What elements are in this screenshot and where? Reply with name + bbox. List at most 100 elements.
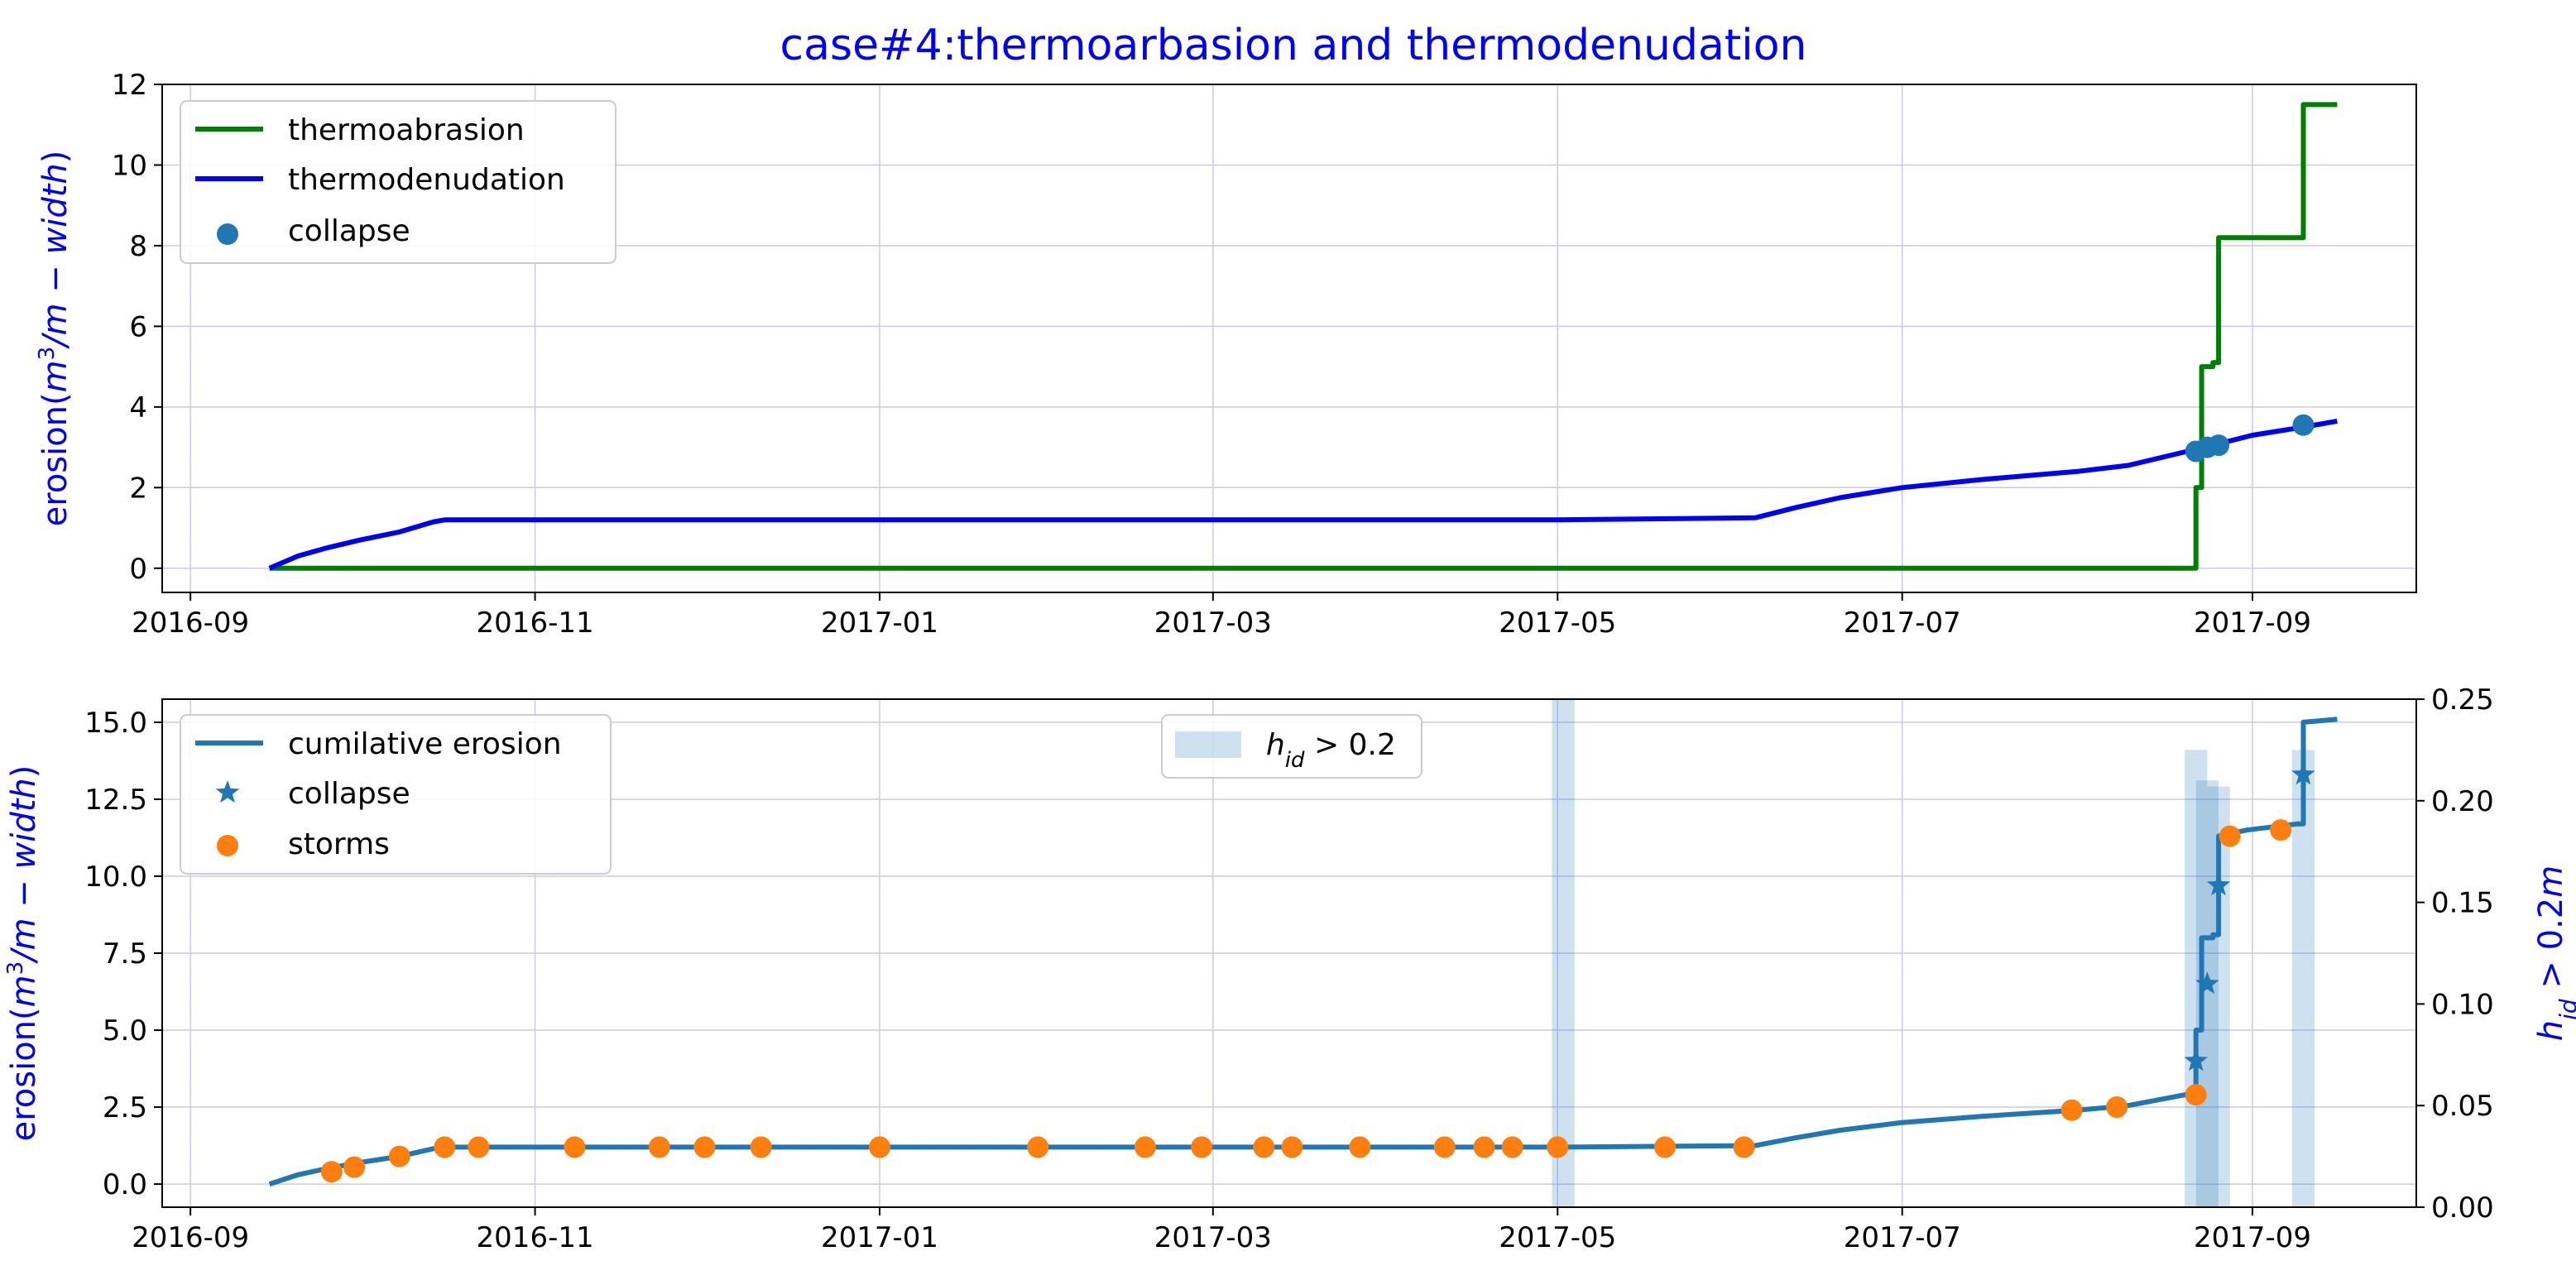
bottom-right-y-axis-label: hid > 0.2m <box>2532 865 2576 1041</box>
bottom-x-tick-label: 2017-01 <box>821 1221 938 1254</box>
top-x-tick-label: 2016-11 <box>477 606 594 640</box>
top-panel: 2016-09 2016-11 2017-01 2017-03 2017-05 2017-… <box>35 69 2417 640</box>
legend-storms-marker <box>217 835 238 856</box>
storm-point <box>2060 1099 2083 1121</box>
storm-point <box>388 1145 410 1167</box>
legend-collapse2-label: collapse <box>288 777 410 811</box>
storm-point <box>2185 1084 2207 1106</box>
storm-point <box>1027 1136 1049 1158</box>
storm-point <box>434 1136 456 1158</box>
bottom-x-tick-label: 2017-05 <box>1499 1221 1616 1254</box>
bottom-right-y-ticks: 0.00 0.05 0.10 0.15 0.20 0.25 <box>2416 683 2494 1225</box>
bottom-legend-box <box>180 714 612 875</box>
collapse-point <box>2292 414 2315 436</box>
storm-point <box>468 1136 490 1158</box>
storm-point <box>869 1136 891 1158</box>
storm-point <box>1654 1136 1676 1158</box>
bottom-plot-area <box>268 699 2338 1207</box>
bottom-x-tick-label: 2017-07 <box>1844 1221 1961 1254</box>
bottom-y-ticks: 0.0 2.5 5.0 7.5 10.0 12.5 15.0 <box>84 707 162 1201</box>
storm-point <box>1733 1136 1755 1158</box>
top-x-tick-label: 2017-01 <box>821 606 938 640</box>
legend-storms-label: storms <box>288 827 390 861</box>
top-x-tick-label: 2017-03 <box>1154 606 1272 640</box>
storm-point <box>1547 1136 1569 1158</box>
top-x-tick-label: 2017-05 <box>1499 606 1616 640</box>
storm-point <box>320 1161 343 1183</box>
top-y-tick-label: 12 <box>112 69 147 102</box>
storm-point <box>1134 1136 1156 1158</box>
right-y-tick-label: 0.05 <box>2431 1090 2494 1123</box>
top-plot-area <box>268 102 2338 571</box>
collapse-star <box>2206 873 2231 896</box>
top-y-axis-label: erosion(m3/m − width) <box>35 151 74 527</box>
hid-bar <box>1552 699 1575 1207</box>
legend-collapse-star <box>215 780 240 803</box>
bottom-x-tick-label: 2017-03 <box>1154 1221 1272 1254</box>
collapse-point <box>2208 434 2230 457</box>
bottom-y-axis-label: erosion(m3/m − width) <box>3 765 43 1142</box>
collapse-star <box>2184 1048 2208 1071</box>
storm-point <box>2270 819 2292 841</box>
right-y-tick-label: 0.10 <box>2431 988 2494 1021</box>
bottom-y-tick-label: 10.0 <box>84 861 147 894</box>
storm-point <box>750 1136 772 1158</box>
bottom-y-tick-label: 0.0 <box>103 1168 147 1201</box>
bottom-legend-bars: hid > 0.2 <box>1161 714 1422 779</box>
storm-point <box>2106 1096 2128 1119</box>
top-legend: thermoabrasion thermodenudation collapse <box>180 100 616 264</box>
top-y-tick-label: 0 <box>129 553 147 586</box>
bottom-x-tick-label: 2016-09 <box>132 1221 249 1254</box>
storm-point <box>693 1136 716 1158</box>
storm-point <box>1281 1136 1303 1158</box>
legend-cumulative-label: cumilative erosion <box>288 727 562 761</box>
right-y-tick-label: 0.15 <box>2431 887 2494 920</box>
storm-point <box>1349 1136 1371 1158</box>
top-legend-box <box>180 100 616 264</box>
storm-point <box>564 1136 586 1158</box>
collapse-star <box>2291 762 2315 785</box>
top-y-ticks: 0 2 4 6 8 10 12 <box>112 69 162 586</box>
bottom-y-tick-label: 12.5 <box>84 784 147 817</box>
bottom-y-tick-label: 15.0 <box>84 707 147 740</box>
legend-collapse-marker <box>217 223 238 245</box>
right-y-tick-label: 0.00 <box>2431 1191 2494 1225</box>
bottom-y-tick-label: 2.5 <box>103 1091 147 1124</box>
bottom-x-tick-label: 2016-11 <box>477 1221 594 1254</box>
bottom-x-tick-label: 2017-09 <box>2194 1221 2311 1254</box>
right-y-tick-label: 0.20 <box>2431 785 2494 818</box>
storm-point <box>648 1136 670 1158</box>
top-y-tick-label: 6 <box>129 310 147 343</box>
top-y-tick-label: 4 <box>129 391 147 424</box>
series-line-thermoabrasion <box>269 102 2338 571</box>
top-x-tick-label: 2017-09 <box>2194 606 2311 640</box>
bottom-y-tick-label: 5.0 <box>103 1014 147 1047</box>
top-y-tick-label: 2 <box>129 472 147 505</box>
legend-bars-swatch <box>1175 731 1241 758</box>
storm-point <box>1433 1136 1456 1158</box>
storm-point <box>1191 1136 1213 1158</box>
legend-collapse-label: collapse <box>288 214 410 248</box>
top-x-tick-label: 2016-09 <box>132 606 249 640</box>
bottom-panel: 2016-09 2016-11 2017-01 2017-03 2017-05 2017-… <box>3 683 2576 1254</box>
top-y-tick-label: 8 <box>129 230 147 263</box>
storm-point <box>1501 1136 1523 1158</box>
storm-point <box>1473 1136 1495 1158</box>
legend-thermoabrasion-label: thermoabrasion <box>288 113 525 147</box>
top-x-ticks: 2016-09 2016-11 2017-01 2017-03 2017-05 2017-… <box>132 592 2311 640</box>
top-axes-frame <box>161 84 2417 593</box>
legend-thermodenudation-label: thermodenudation <box>288 163 565 197</box>
bottom-legend: cumilative erosion collapse storms <box>180 714 612 875</box>
storm-point <box>343 1156 366 1178</box>
bottom-y-tick-label: 7.5 <box>103 937 147 971</box>
collapse-star <box>2195 971 2219 995</box>
storm-point <box>1253 1136 1275 1158</box>
top-y-tick-label: 10 <box>112 149 147 182</box>
top-x-tick-label: 2017-07 <box>1844 606 1961 640</box>
bars-legend-box <box>1161 714 1422 779</box>
right-y-tick-label: 0.25 <box>2431 683 2494 717</box>
bottom-x-ticks: 2016-09 2016-11 2017-01 2017-03 2017-05 2017-… <box>132 1207 2311 1254</box>
series-line-thermodenudation <box>268 418 2338 571</box>
chart-title: case#4:thermoarbasion and thermodenudati… <box>780 21 1807 70</box>
